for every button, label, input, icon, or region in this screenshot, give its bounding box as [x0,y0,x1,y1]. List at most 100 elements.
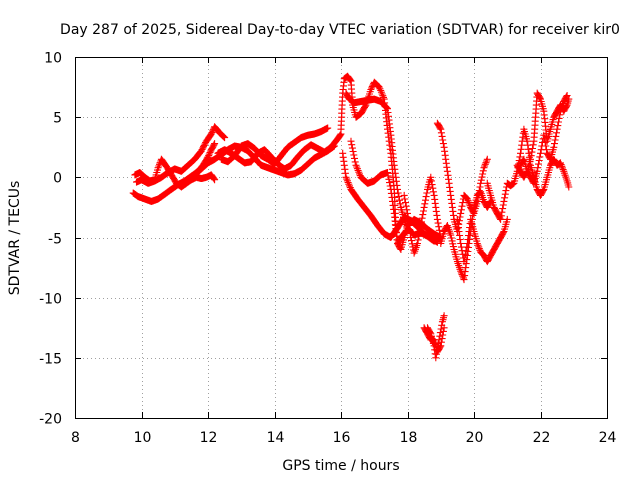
data-point [517,149,524,157]
data-point [390,205,398,213]
data-point [469,207,477,215]
data-point [477,176,485,184]
x-axis-label: GPS time / hours [282,458,399,474]
data-point [529,145,536,152]
data-point [392,177,400,185]
data-point [554,122,562,130]
data-point [205,151,213,159]
data-point [438,132,446,140]
data-point [557,159,564,167]
data-point [154,164,162,172]
data-point [466,202,474,210]
data-point [555,114,563,122]
data-point [423,189,431,197]
data-point [457,240,465,247]
data-point [385,175,393,183]
data-point [551,136,559,144]
data-point [420,203,428,211]
data-point [407,234,415,241]
data-point [353,163,361,171]
data-point [436,124,444,132]
data-point [479,167,487,175]
data-point [500,197,508,205]
plot-frame [75,57,608,419]
data-point [448,199,456,207]
data-point [481,160,489,168]
data-point [382,103,390,111]
data-point [465,198,473,206]
data-point [464,197,472,205]
data-point [543,146,550,154]
data-point [211,140,219,148]
data-point [557,161,565,169]
data-point [351,158,359,166]
data-point [432,350,440,358]
data-point [550,143,558,151]
data-point [422,193,430,201]
data-point [551,140,558,148]
data-point [445,175,452,183]
data-point [418,214,426,222]
data-point [352,161,360,169]
data-point [389,197,396,205]
data-point [541,135,548,143]
data-point [464,236,472,243]
data-point [446,183,454,191]
y-axis-label: SDTVAR / TECUs [7,181,23,296]
data-point [416,229,423,237]
data-point [386,179,393,187]
data-point [565,183,573,191]
data-point [351,154,358,162]
data-point [205,150,213,158]
data-point [434,219,442,227]
data-point [519,157,527,164]
data-point [211,176,219,184]
data-point [403,206,411,214]
x-tick-labels: 8 10 12 14 16 18 20 22 24 [71,430,616,446]
data-point [534,164,542,172]
data-point [379,92,387,100]
data-point [386,182,394,190]
data-point [477,179,485,187]
data-point [394,189,402,197]
data-point [474,241,482,249]
data-point [429,184,437,192]
data-point [377,87,385,94]
data-point [449,243,457,251]
data-point [378,90,386,98]
data-point [447,231,455,239]
data-point [497,212,505,220]
data-point [443,163,451,171]
data-point [539,187,547,195]
data-point [455,228,463,235]
data-point [465,200,473,208]
data-point [499,205,507,213]
data-point [414,240,421,247]
data-point [437,325,445,333]
data-point [422,196,429,204]
data-point [536,94,544,102]
data-point [417,222,425,229]
x-tick-label: 16 [333,430,351,446]
data-point [208,129,216,137]
y-tick-label: -20 [39,412,62,428]
data-point [437,129,445,137]
data-point [558,162,566,170]
data-point [517,145,525,153]
data-point [347,137,355,145]
data-point [501,194,509,202]
y-tick-label: -15 [39,352,62,368]
data-point [448,237,456,245]
data-point [558,164,566,172]
chart-title: Day 287 of 2025, Sidereal Day-to-day VTE… [60,22,620,38]
x-tick-label: 10 [134,430,152,446]
data-point [439,136,447,144]
data-point [461,250,469,258]
data-point [376,85,384,93]
data-point [406,226,414,233]
data-point [418,218,425,226]
data-point [348,141,356,149]
x-tick-label: 8 [71,430,80,446]
data-point [346,76,354,84]
